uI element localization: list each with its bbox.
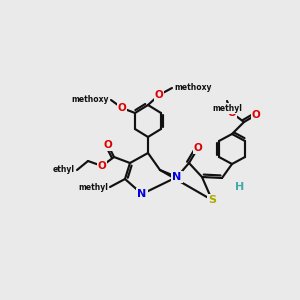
Text: O: O (103, 140, 112, 150)
Text: methyl: methyl (212, 104, 242, 113)
Text: O: O (194, 143, 202, 153)
Text: N: N (172, 172, 182, 182)
Text: O: O (154, 90, 164, 100)
Text: ethyl: ethyl (53, 166, 75, 175)
Text: methoxy: methoxy (174, 83, 212, 92)
Text: O: O (98, 161, 106, 171)
Text: O: O (118, 103, 126, 113)
Text: O: O (228, 108, 236, 118)
Text: N: N (137, 189, 147, 199)
Text: methoxy: methoxy (71, 95, 109, 104)
Text: H: H (236, 182, 244, 192)
Text: S: S (208, 195, 216, 205)
Text: methyl: methyl (78, 182, 108, 191)
Text: O: O (252, 110, 260, 120)
